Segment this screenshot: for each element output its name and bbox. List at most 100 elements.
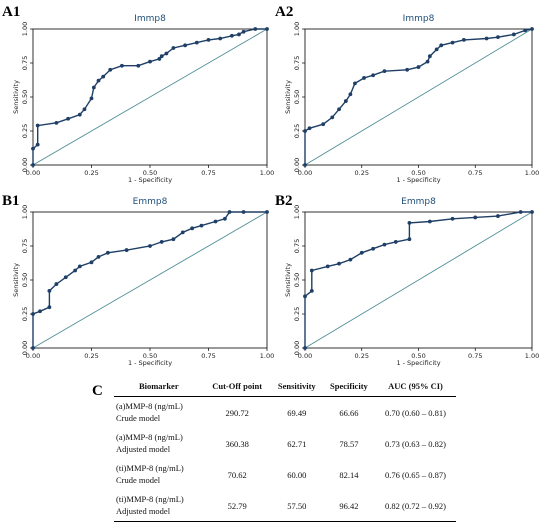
y-tick-label: 0.00 bbox=[293, 158, 301, 172]
roc-point bbox=[439, 43, 444, 48]
roc-point bbox=[218, 36, 223, 41]
table-row: (a)MMP-8 (ng/mL) Crude model 290.72 69.49… bbox=[114, 397, 456, 429]
roc-point bbox=[227, 210, 232, 214]
roc-point bbox=[325, 264, 330, 269]
y-tick-label: 0.00 bbox=[21, 158, 29, 172]
results-table-container: Biomarker Cut-Off point Sensitivity Spec… bbox=[114, 378, 456, 522]
column-header-specificity: Specificity bbox=[322, 378, 375, 397]
biomarker-cell: (a)MMP-8 (ng/mL) Crude model bbox=[114, 397, 204, 429]
roc-point bbox=[462, 37, 466, 42]
reference-line bbox=[304, 211, 533, 349]
reference-line bbox=[32, 211, 268, 349]
panel-letter: A1 bbox=[2, 4, 20, 20]
roc-point bbox=[54, 282, 59, 286]
roc-point bbox=[183, 43, 188, 48]
roc-point bbox=[303, 163, 307, 167]
column-header-cutoff: Cut-Off point bbox=[203, 378, 271, 397]
roc-figure: A1 Immp8 0.00 0.25 0.50 0.75 1.00 0.00 0.25 0.50 0… bbox=[2, 4, 539, 367]
roc-point bbox=[66, 116, 70, 121]
roc-point bbox=[407, 237, 412, 242]
y-tick-label: 0.75 bbox=[21, 56, 29, 70]
y-tick-label: 0.50 bbox=[293, 90, 301, 104]
table-row: (a)MMP-8 (ng/mL) Adjusted model 360.38 62… bbox=[114, 428, 456, 459]
roc-point bbox=[371, 246, 375, 251]
roc-point bbox=[101, 74, 106, 79]
roc-point bbox=[120, 63, 124, 68]
x-tick-label: 1.00 bbox=[260, 352, 274, 360]
roc-point bbox=[343, 99, 348, 103]
roc-point bbox=[382, 242, 387, 247]
roc-point bbox=[303, 346, 307, 350]
table-header-row: Biomarker Cut-Off point Sensitivity Spec… bbox=[114, 378, 456, 397]
roc-point bbox=[530, 210, 534, 214]
roc-point bbox=[213, 219, 218, 224]
roc-point bbox=[425, 59, 430, 64]
roc-point bbox=[265, 210, 269, 214]
sensitivity-cell: 69.49 bbox=[287, 407, 307, 418]
reference-line bbox=[304, 28, 533, 166]
roc-point bbox=[31, 146, 35, 151]
roc-point bbox=[237, 32, 241, 37]
roc-point bbox=[496, 35, 500, 40]
cutoff-cell: 360.38 bbox=[225, 438, 249, 449]
roc-point bbox=[416, 65, 421, 69]
specificity-cell: 78.57 bbox=[339, 438, 359, 449]
column-header-sensitivity: Sensitivity bbox=[270, 378, 323, 397]
y-tick-label: 0.00 bbox=[293, 341, 301, 355]
roc-point bbox=[157, 57, 162, 61]
biomarker-model: Adjusted model bbox=[116, 443, 171, 454]
roc-point bbox=[450, 216, 455, 221]
roc-point bbox=[108, 67, 113, 72]
roc-point bbox=[303, 294, 307, 299]
cutoff-cell: 52.79 bbox=[203, 490, 271, 522]
roc-point bbox=[241, 210, 246, 214]
roc-point bbox=[511, 32, 516, 37]
x-tick-label: 0.50 bbox=[411, 169, 425, 177]
x-tick-label: 0.25 bbox=[355, 169, 369, 177]
panel-letter: A2 bbox=[275, 4, 293, 20]
x-tick-label: 0.50 bbox=[143, 352, 157, 360]
roc-point bbox=[171, 237, 176, 242]
y-tick-label: 1.00 bbox=[21, 22, 29, 36]
cutoff-cell: 290.72 bbox=[225, 407, 249, 418]
roc-point bbox=[303, 129, 307, 133]
roc-point bbox=[38, 309, 42, 314]
x-tick-label: 1.00 bbox=[525, 169, 539, 177]
roc-point bbox=[164, 51, 169, 56]
x-tick-label: 0.75 bbox=[201, 169, 215, 177]
roc-point bbox=[35, 123, 40, 128]
roc-point bbox=[427, 54, 432, 59]
roc-point bbox=[371, 73, 375, 78]
roc-point bbox=[353, 81, 357, 86]
biomarker-cell: (ti)MMP-8 (ng/mL) Adjusted model bbox=[114, 490, 204, 522]
auc-cell: 0.73 (0.63 – 0.82) bbox=[385, 438, 446, 449]
roc-point bbox=[523, 28, 528, 33]
auc-cell: 0.76 (0.65 – 0.87) bbox=[385, 469, 446, 480]
roc-point bbox=[159, 54, 164, 59]
roc-point bbox=[253, 27, 258, 31]
biomarker-model: Crude model bbox=[116, 412, 161, 423]
roc-point bbox=[496, 214, 500, 218]
roc-point bbox=[31, 346, 35, 350]
roc-point bbox=[105, 250, 110, 255]
roc-point bbox=[159, 240, 164, 244]
y-tick-label: 0.75 bbox=[293, 56, 301, 70]
y-axis-label: Sensitivity bbox=[284, 80, 292, 114]
roc-panel-b2: B2 Emmp8 0.00 0.25 0.50 0.75 1.00 0.00 0.25 0.50 0… bbox=[275, 193, 539, 367]
specificity-cell: 66.66 bbox=[339, 407, 359, 418]
plot-title: Emmp8 bbox=[133, 197, 168, 207]
roc-point bbox=[450, 40, 455, 45]
x-tick-label: 0.25 bbox=[84, 352, 98, 360]
x-tick-label: 0.50 bbox=[411, 352, 425, 360]
x-tick-label: 0.75 bbox=[201, 352, 215, 360]
x-axis-label: 1 - Specificity bbox=[396, 359, 440, 367]
plot-title: Immp8 bbox=[134, 14, 166, 24]
roc-point bbox=[136, 63, 141, 68]
roc-point bbox=[148, 59, 152, 64]
y-tick-label: 0.50 bbox=[21, 90, 29, 104]
roc-point bbox=[47, 305, 52, 310]
roc-panel-a1: A1 Immp8 0.00 0.25 0.50 0.75 1.00 0.00 0.25 0.50 0… bbox=[2, 4, 274, 184]
y-tick-label: 0.75 bbox=[293, 239, 301, 253]
biomarker-name: (a)MMP-8 (ng/mL) bbox=[116, 401, 183, 412]
reference-line bbox=[32, 28, 268, 166]
